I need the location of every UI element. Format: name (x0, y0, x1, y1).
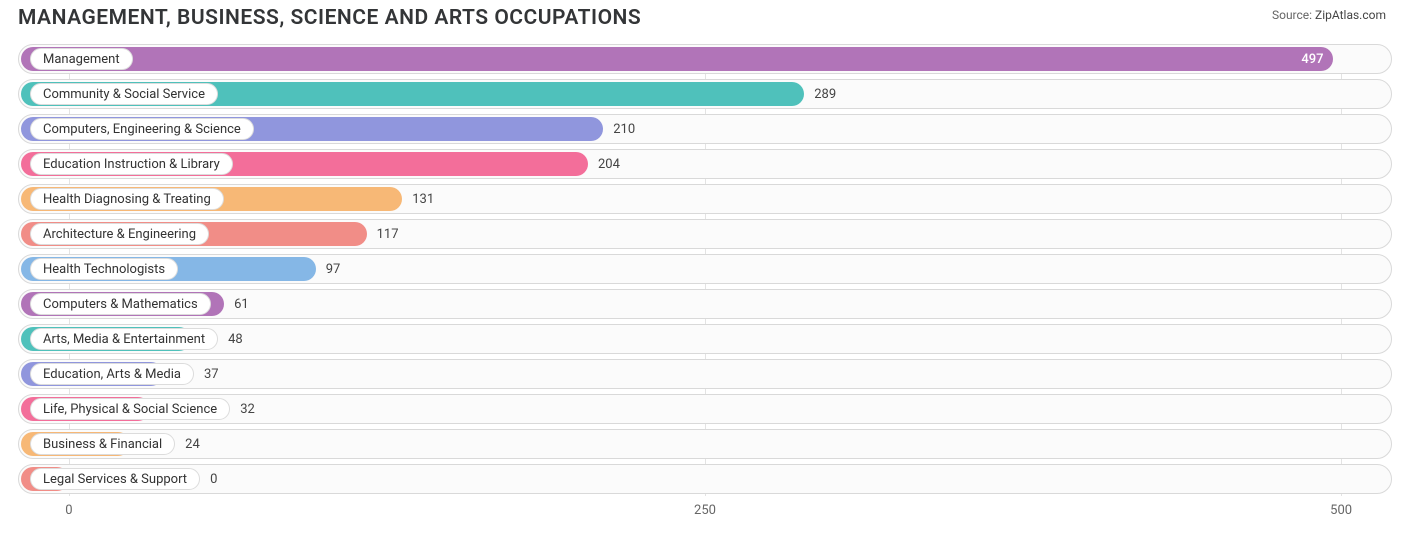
value-label: 32 (240, 394, 255, 424)
bar-row: Health Technologists 97 (18, 254, 1392, 284)
bar-track (18, 429, 1392, 459)
category-pill: Health Diagnosing & Treating (30, 188, 224, 210)
source-site: ZipAtlas.com (1315, 8, 1386, 22)
chart-area: Management 497 Community & Social Service 2… (18, 44, 1392, 524)
value-label: 61 (234, 289, 249, 319)
category-pill: Health Technologists (30, 258, 178, 280)
bar-row: Legal Services & Support 0 (18, 464, 1392, 494)
bar-fill (21, 47, 1333, 71)
category-pill: Life, Physical & Social Science (30, 398, 230, 420)
bar-row: Computers & Mathematics 61 (18, 289, 1392, 319)
value-label: 117 (377, 219, 399, 249)
value-label: 289 (814, 79, 836, 109)
value-label: 97 (326, 254, 341, 284)
bar-track (18, 324, 1392, 354)
bar-track (18, 464, 1392, 494)
bar-row: Life, Physical & Social Science 32 (18, 394, 1392, 424)
category-pill: Management (30, 48, 133, 70)
category-pill: Arts, Media & Entertainment (30, 328, 218, 350)
value-label: 497 (1301, 44, 1323, 74)
category-pill: Education, Arts & Media (30, 363, 194, 385)
value-label: 24 (185, 429, 200, 459)
value-label: 210 (613, 114, 635, 144)
category-pill: Computers, Engineering & Science (30, 118, 254, 140)
x-tick: 0 (65, 503, 72, 518)
category-pill: Architecture & Engineering (30, 223, 209, 245)
category-pill: Community & Social Service (30, 83, 218, 105)
bar-track (18, 289, 1392, 319)
bar-row: Computers, Engineering & Science 210 (18, 114, 1392, 144)
category-pill: Education Instruction & Library (30, 153, 233, 175)
value-label: 48 (228, 324, 243, 354)
x-tick: 250 (694, 503, 716, 518)
chart-title: MANAGEMENT, BUSINESS, SCIENCE AND ARTS O… (18, 6, 641, 30)
bar-row: Education, Arts & Media 37 (18, 359, 1392, 389)
bar-row: Business & Financial 24 (18, 429, 1392, 459)
bar-row: Health Diagnosing & Treating 131 (18, 184, 1392, 214)
value-label: 131 (412, 184, 434, 214)
bar-row: Architecture & Engineering 117 (18, 219, 1392, 249)
bar-track (18, 359, 1392, 389)
bar-row: Education Instruction & Library 204 (18, 149, 1392, 179)
value-label: 0 (210, 464, 217, 494)
x-axis: 0 250 500 (18, 499, 1392, 527)
value-label: 37 (204, 359, 219, 389)
category-pill: Computers & Mathematics (30, 293, 211, 315)
bar-row: Management 497 (18, 44, 1392, 74)
category-pill: Legal Services & Support (30, 468, 200, 490)
chart-header: MANAGEMENT, BUSINESS, SCIENCE AND ARTS O… (0, 0, 1406, 34)
x-tick: 500 (1330, 503, 1352, 518)
category-pill: Business & Financial (30, 433, 175, 455)
bar-row: Arts, Media & Entertainment 48 (18, 324, 1392, 354)
bars-container: Management 497 Community & Social Service 2… (18, 44, 1392, 494)
bar-row: Community & Social Service 289 (18, 79, 1392, 109)
value-label: 204 (598, 149, 620, 179)
source-label: Source: (1272, 8, 1312, 22)
source-attribution: Source: ZipAtlas.com (1272, 8, 1386, 22)
